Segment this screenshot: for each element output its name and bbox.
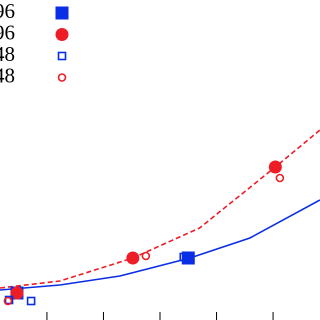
fit-curve xyxy=(0,199,320,291)
legend-marker xyxy=(55,28,69,41)
legend-label: 48 xyxy=(0,42,15,66)
marker xyxy=(3,296,13,306)
legend-label: 96 xyxy=(0,0,15,23)
legend-label: 96 xyxy=(0,20,15,44)
marker xyxy=(179,252,189,262)
legend-label: 48 xyxy=(0,63,15,87)
legend-marker xyxy=(57,73,67,82)
marker xyxy=(268,160,282,174)
marker xyxy=(275,173,285,183)
marker xyxy=(126,251,140,265)
marker xyxy=(26,296,36,306)
fit-curve xyxy=(0,129,320,289)
marker xyxy=(10,286,24,300)
legend-marker xyxy=(55,6,69,20)
legend-marker xyxy=(57,51,67,61)
marker xyxy=(4,295,14,305)
marker xyxy=(141,251,151,261)
